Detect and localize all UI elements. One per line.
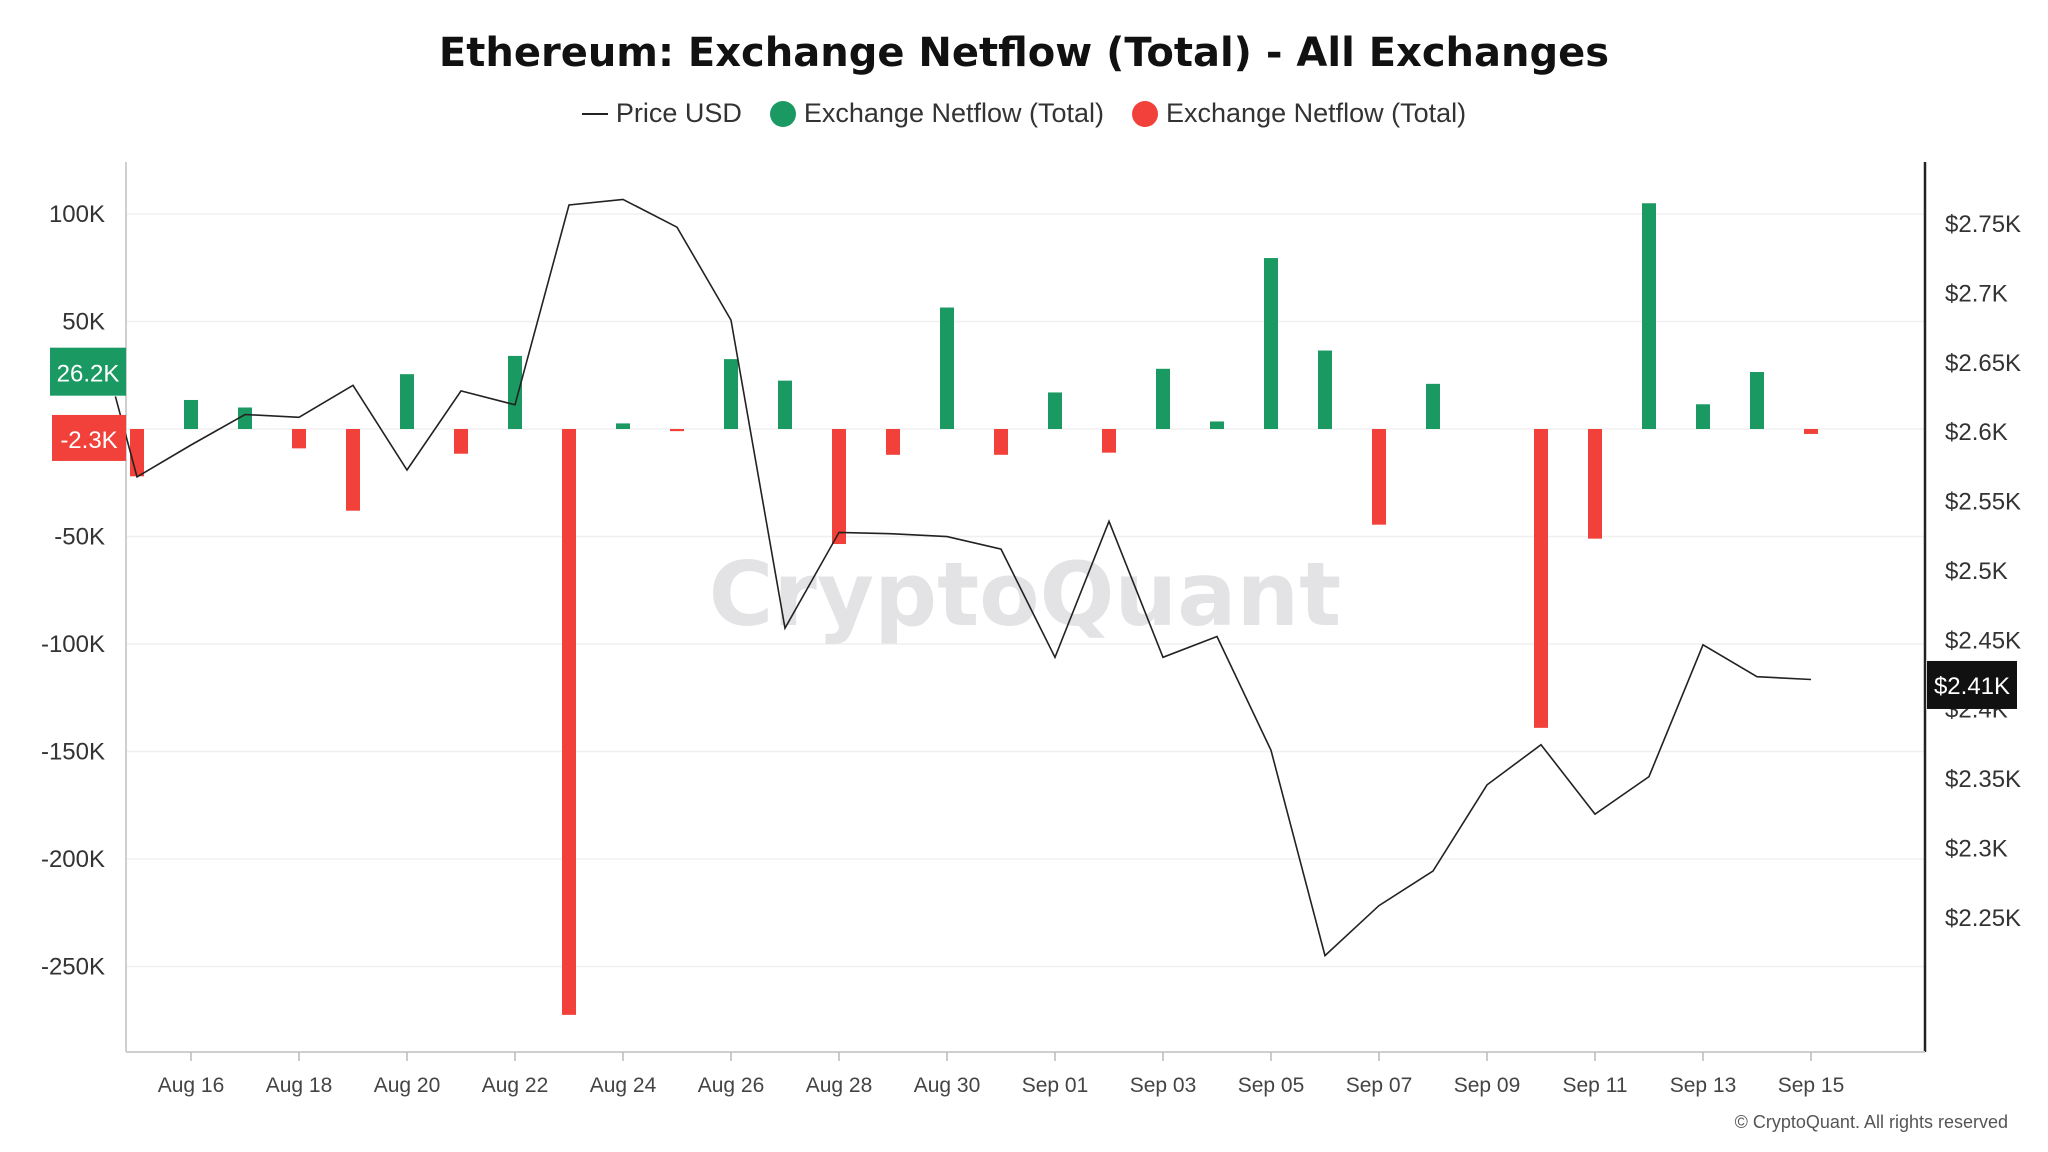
price-line-layer — [114, 198, 1812, 958]
legend-item-netflow-negative[interactable]: Exchange Netflow (Total) — [1132, 98, 1466, 129]
y-right-tick-label: $2.6K — [1945, 419, 2008, 446]
x-tick-label: Aug 24 — [590, 1074, 657, 1097]
legend-item-price[interactable]: Price USD — [581, 98, 742, 129]
x-tick-label: Aug 30 — [914, 1074, 981, 1097]
netflow-bar — [184, 399, 198, 429]
y-left-tick-label: -50K — [54, 524, 105, 551]
x-tick-label: Sep 11 — [1563, 1074, 1628, 1097]
legend-item-netflow-positive[interactable]: Exchange Netflow (Total) — [769, 98, 1105, 129]
gridlines — [126, 213, 1925, 968]
price-line — [114, 198, 1812, 958]
legend-dot-icon-green — [769, 100, 796, 127]
x-tick-label: Sep 09 — [1454, 1074, 1521, 1097]
copyright-text: © CryptoQuant. All rights reserved — [1734, 1112, 2008, 1132]
y-right-tick-label: $2.45K — [1945, 627, 2021, 654]
legend-label-price: Price USD — [615, 98, 742, 128]
netflow-bar — [1372, 429, 1386, 525]
netflow-bar — [238, 407, 252, 429]
badge-box — [1927, 660, 2017, 709]
netflow-bar — [670, 429, 684, 432]
netflow-bar — [1264, 258, 1278, 429]
x-tick-label: Sep 15 — [1778, 1074, 1845, 1097]
netflow-bar — [1048, 392, 1062, 429]
netflow-bar — [1210, 421, 1224, 429]
y-left-tick-label: 100K — [49, 201, 105, 228]
netflow-bar — [346, 429, 360, 511]
badge-price-last: $2.41K — [1927, 660, 2017, 709]
netflow-bar — [508, 355, 522, 429]
watermark-text: CryptoQuant — [709, 543, 1341, 646]
y-right-tick-label: $2.75K — [1945, 211, 2021, 238]
x-tick-label: Aug 20 — [374, 1074, 441, 1097]
netflow-bar — [1750, 372, 1764, 429]
x-tick-label: Sep 07 — [1346, 1074, 1413, 1097]
y-right-tick-label: $2.55K — [1945, 489, 2021, 516]
netflow-bar — [130, 429, 144, 477]
netflow-bar — [886, 429, 900, 455]
netflow-bar — [1318, 350, 1332, 429]
badge-netflow-positive: 26.2K — [50, 347, 126, 396]
netflow-bar — [292, 429, 306, 449]
netflow-bar — [1696, 404, 1710, 429]
netflow-bar — [1426, 383, 1440, 429]
badge-netflow-negative: -2.3K — [52, 414, 126, 461]
badge-netflow-positive-label: 26.2K — [57, 361, 120, 388]
legend-line-icon — [581, 112, 608, 115]
netflow-bar — [940, 307, 954, 429]
legend-label-netflow-negative: Exchange Netflow (Total) — [1166, 98, 1467, 128]
netflow-bar — [1588, 429, 1602, 539]
netflow-bar — [562, 429, 576, 1015]
netflow-bar — [1804, 429, 1818, 434]
badge-price-last-label: $2.41K — [1934, 673, 2010, 700]
badge-netflow-negative-label: -2.3K — [60, 427, 117, 454]
y-right-tick-label: $2.25K — [1945, 905, 2021, 932]
x-tick-label: Sep 03 — [1130, 1074, 1197, 1097]
axes — [125, 162, 1927, 1061]
x-tick-label: Aug 18 — [266, 1074, 333, 1097]
x-tick-label: Aug 16 — [158, 1074, 225, 1097]
value-badges: 26.2K -2.3K $2.41K — [50, 347, 2017, 709]
x-tick-label: Sep 01 — [1022, 1074, 1089, 1097]
legend-dot-icon-red — [1132, 100, 1159, 127]
netflow-bar — [1156, 368, 1170, 429]
netflow-bar — [1534, 429, 1548, 728]
axis-labels: Aug 16 Aug 18 Aug 20 Aug 22 Aug 24 Aug 26 Aug … — [41, 201, 2021, 1097]
y-left-tick-label: -200K — [41, 846, 105, 873]
netflow-bar — [832, 429, 846, 545]
badge-box — [52, 414, 126, 461]
netflow-bar — [400, 374, 414, 429]
y-left-tick-label: 50K — [62, 309, 105, 336]
netflow-bar — [994, 429, 1008, 455]
y-right-tick-label: $2.3K — [1945, 835, 2008, 862]
y-right-tick-label: $2.7K — [1945, 280, 2008, 307]
legend-label-netflow-positive: Exchange Netflow (Total) — [803, 98, 1105, 128]
x-tick-label: Sep 05 — [1238, 1074, 1305, 1097]
x-tick-label: Aug 22 — [482, 1074, 549, 1097]
netflow-bar — [778, 380, 792, 429]
chart-legend: Price USD Exchange Netflow (Total) Excha… — [0, 98, 2048, 129]
netflow-bar — [454, 429, 468, 454]
netflow-bars — [130, 203, 1818, 1015]
y-right-tick-label: $2.35K — [1945, 766, 2021, 793]
netflow-bar — [1642, 203, 1656, 429]
x-tick-label: Aug 28 — [806, 1074, 873, 1097]
x-tick-label: Sep 13 — [1670, 1074, 1737, 1097]
y-right-tick-label: $2.65K — [1945, 350, 2021, 377]
y-left-tick-label: -100K — [41, 631, 105, 658]
y-right-tick-label: $2.5K — [1945, 558, 2008, 585]
y-left-tick-label: -250K — [41, 954, 105, 981]
netflow-bar — [724, 359, 738, 429]
badge-box — [50, 347, 126, 396]
y-left-tick-label: -150K — [41, 739, 105, 766]
x-tick-label: Aug 26 — [698, 1074, 765, 1097]
netflow-bar — [1102, 429, 1116, 453]
chart-title: Ethereum: Exchange Netflow (Total) - All… — [438, 30, 1610, 76]
netflow-bar — [616, 423, 630, 429]
